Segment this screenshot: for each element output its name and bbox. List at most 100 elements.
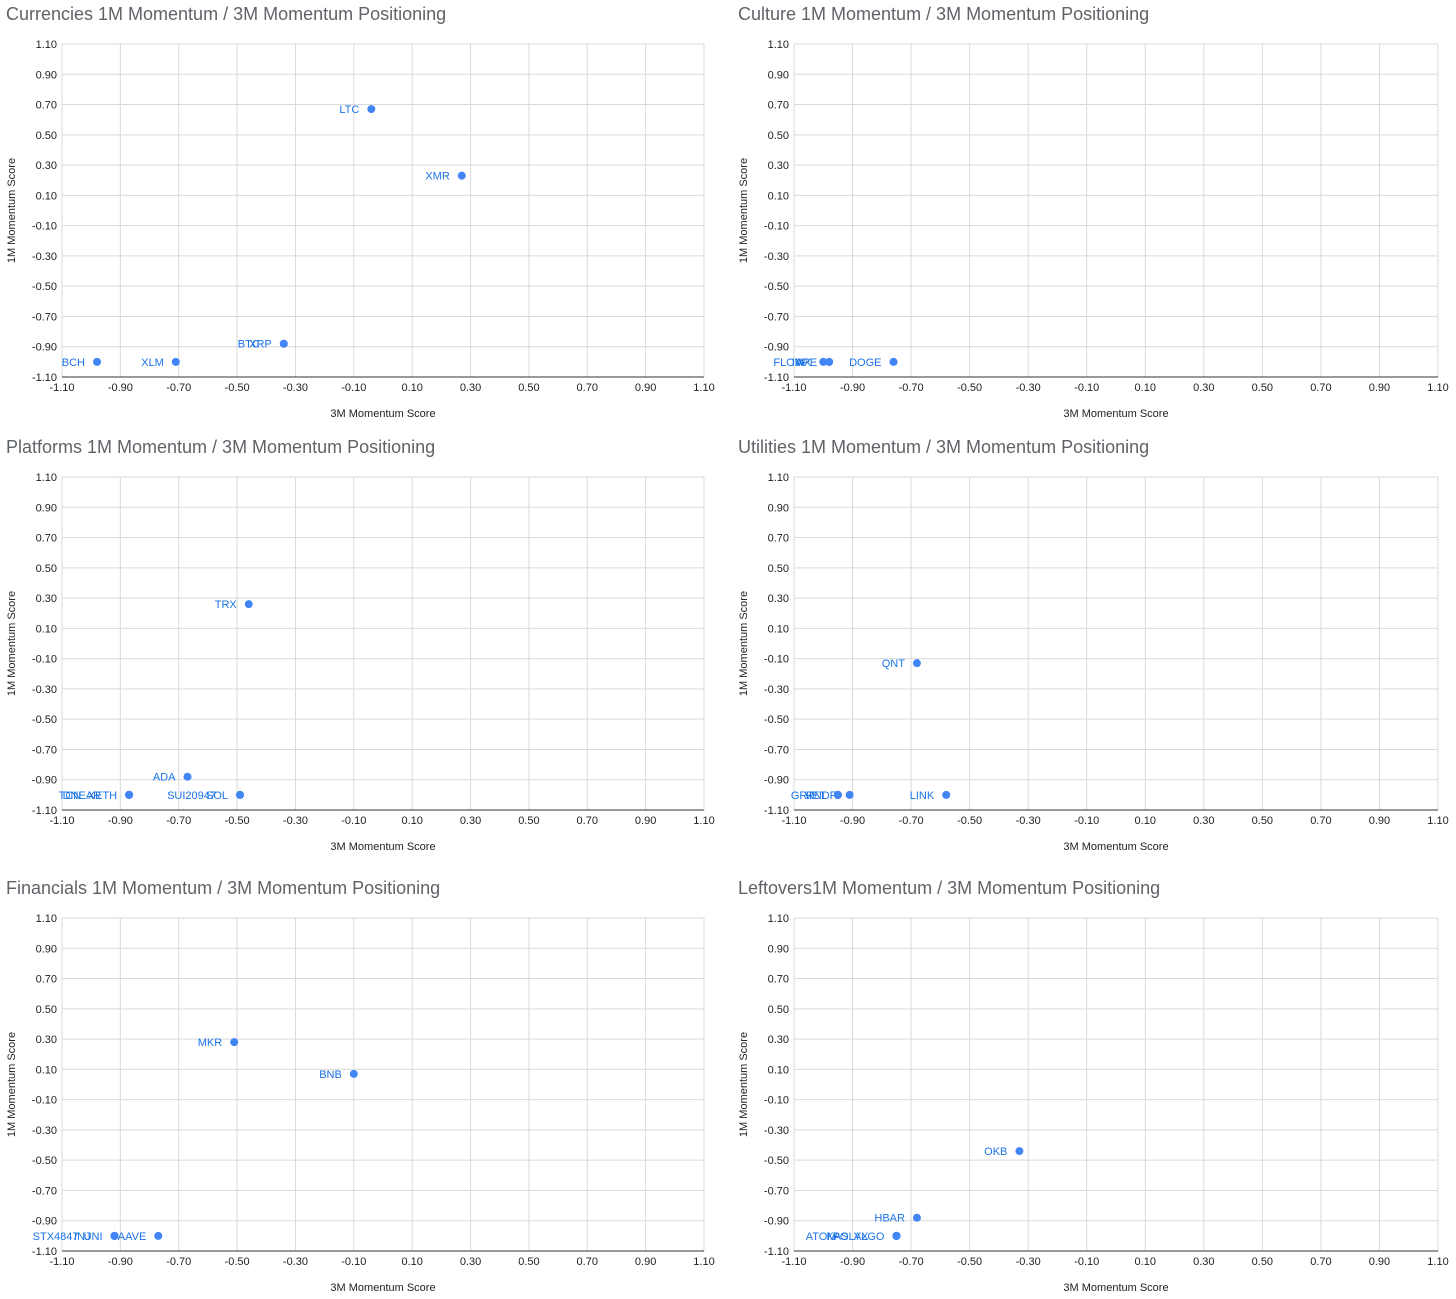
- x-tick-label: -1.10: [781, 382, 806, 394]
- point-label-qnt: QNT: [882, 658, 906, 670]
- grid-lines: [61, 917, 705, 1252]
- y-tick-label: -0.50: [32, 714, 57, 726]
- data-point-uni: [110, 1231, 119, 1240]
- y-tick-label: 0.90: [36, 69, 57, 81]
- x-axis-title: 3M Momentum Score: [330, 841, 435, 853]
- x-tick-label: -0.50: [225, 815, 250, 827]
- grid-lines: [793, 476, 1439, 811]
- x-axis-title: 3M Momentum Score: [1063, 841, 1168, 853]
- y-tick-label: -0.70: [764, 744, 789, 756]
- y-tick-label: 0.50: [36, 563, 57, 575]
- x-tick-label: 0.70: [577, 1256, 598, 1268]
- x-tick-label: 0.30: [1193, 1256, 1214, 1268]
- chart-title: Financials 1M Momentum / 3M Momentum Pos…: [6, 878, 441, 898]
- data-point-xmr: [457, 171, 466, 180]
- y-tick-label: -0.30: [32, 1125, 57, 1137]
- y-tick-label: -1.10: [764, 372, 789, 384]
- y-tick-label: -0.90: [764, 1216, 789, 1228]
- y-tick-label: 0.10: [36, 623, 57, 635]
- point-label-atom: ATOM: [806, 1231, 837, 1243]
- point-label-uni: UNI: [84, 1231, 103, 1243]
- x-tick-label: -0.70: [899, 815, 924, 827]
- point-label-hbar: HBAR: [874, 1213, 905, 1225]
- point-label-algo: ALGO: [854, 1231, 885, 1243]
- x-tick-label: 0.30: [460, 815, 481, 827]
- point-label-okb: OKB: [984, 1146, 1007, 1158]
- y-tick-label: 0.70: [36, 533, 57, 545]
- x-axis-title: 3M Momentum Score: [1063, 1282, 1168, 1294]
- chart-panel-leftovers: Leftovers1M Momentum / 3M Momentum Posit…: [732, 874, 1456, 1299]
- x-tick-label: -0.90: [108, 382, 133, 394]
- x-tick-label: -1.10: [49, 1256, 74, 1268]
- y-tick-label: 0.90: [36, 502, 57, 514]
- x-tick-label: 0.50: [518, 1256, 539, 1268]
- point-label-imx: IMX: [792, 357, 812, 369]
- y-axis-title: 1M Momentum Score: [738, 158, 750, 263]
- point-label-kas: KAS: [826, 1231, 848, 1243]
- x-tick-label: -0.70: [166, 1256, 191, 1268]
- point-label-flow: FLOW: [773, 357, 805, 369]
- x-tick-label: 0.70: [1310, 382, 1331, 394]
- y-tick-label: 0.50: [36, 1004, 57, 1016]
- y-tick-label: -0.90: [764, 342, 789, 354]
- x-tick-label: 0.70: [577, 382, 598, 394]
- x-tick-label: -0.90: [840, 382, 865, 394]
- x-tick-label: -0.10: [1074, 382, 1099, 394]
- y-tick-label: 0.30: [36, 160, 57, 172]
- x-tick-label: -0.30: [1016, 1256, 1041, 1268]
- chart-title: Currencies 1M Momentum / 3M Momentum Pos…: [6, 4, 447, 24]
- y-tick-label: 0.70: [36, 974, 57, 986]
- y-tick-label: -1.10: [764, 1246, 789, 1258]
- point-label-trx: TRX: [215, 599, 238, 611]
- x-axis-title: 3M Momentum Score: [330, 1282, 435, 1294]
- y-tick-label: -0.70: [32, 744, 57, 756]
- x-tick-label: -1.10: [781, 815, 806, 827]
- point-label-doge: DOGE: [849, 357, 881, 369]
- point-label-aave: AAVE: [118, 1231, 147, 1243]
- y-tick-label: 0.30: [768, 1034, 789, 1046]
- y-tick-label: 0.90: [768, 69, 789, 81]
- point-label-ape: APE: [795, 357, 817, 369]
- point-label-ada: ADA: [153, 772, 176, 784]
- scatter-chart-utilities: -1.10-1.10 -0.90 -0.90 -0.70 -0.70 -0.50 -0.50…: [738, 472, 1449, 853]
- point-label-xmr: XMR: [425, 171, 450, 183]
- data-point-bnb: [349, 1069, 358, 1078]
- x-tick-label: 0.50: [1252, 1256, 1273, 1268]
- y-tick-label: -0.50: [764, 281, 789, 293]
- x-tick-label: 0.50: [1252, 815, 1273, 827]
- y-tick-label: 0.90: [768, 943, 789, 955]
- x-tick-label: -0.70: [899, 1256, 924, 1268]
- x-tick-label: 0.70: [1310, 1256, 1331, 1268]
- x-tick-label: 0.30: [1193, 382, 1214, 394]
- y-tick-label: 0.50: [768, 1004, 789, 1016]
- y-tick-label: 0.50: [768, 130, 789, 142]
- scatter-chart-currencies: -1.10-1.10 -0.90 -0.90 -0.70 -0.70 -0.50 -0.50…: [6, 39, 715, 420]
- x-tick-label: 0.70: [1310, 815, 1331, 827]
- data-point-hbar: [912, 1213, 921, 1222]
- y-tick-label: 0.30: [36, 1034, 57, 1046]
- point-label-polyx: POLYX: [833, 1231, 870, 1243]
- point-label-btc: BTC: [238, 339, 260, 351]
- x-axis-title: 3M Momentum Score: [330, 408, 435, 420]
- x-tick-label: 0.30: [460, 1256, 481, 1268]
- y-tick-label: 0.30: [768, 160, 789, 172]
- y-tick-label: 1.10: [36, 39, 57, 51]
- y-tick-label: 0.10: [36, 1064, 57, 1076]
- x-tick-label: -0.10: [341, 815, 366, 827]
- chart-panel-culture: Culture 1M Momentum / 3M Momentum Positi…: [732, 0, 1456, 433]
- x-tick-label: 0.30: [460, 382, 481, 394]
- data-point-ltc: [367, 105, 376, 114]
- data-point-link: [942, 790, 951, 799]
- chart-panel-financials: Financials 1M Momentum / 3M Momentum Pos…: [0, 874, 728, 1299]
- x-tick-label: -0.30: [1016, 815, 1041, 827]
- chart-panel-platforms: Platforms 1M Momentum / 3M Momentum Posi…: [0, 433, 728, 866]
- data-points: [833, 659, 951, 799]
- x-tick-label: 0.70: [577, 815, 598, 827]
- data-point-ape: [825, 357, 834, 366]
- x-tick-label: -0.30: [283, 382, 308, 394]
- y-tick-label: 0.70: [768, 533, 789, 545]
- point-label-xeth: XETH: [88, 790, 117, 802]
- x-tick-label: 1.10: [693, 815, 714, 827]
